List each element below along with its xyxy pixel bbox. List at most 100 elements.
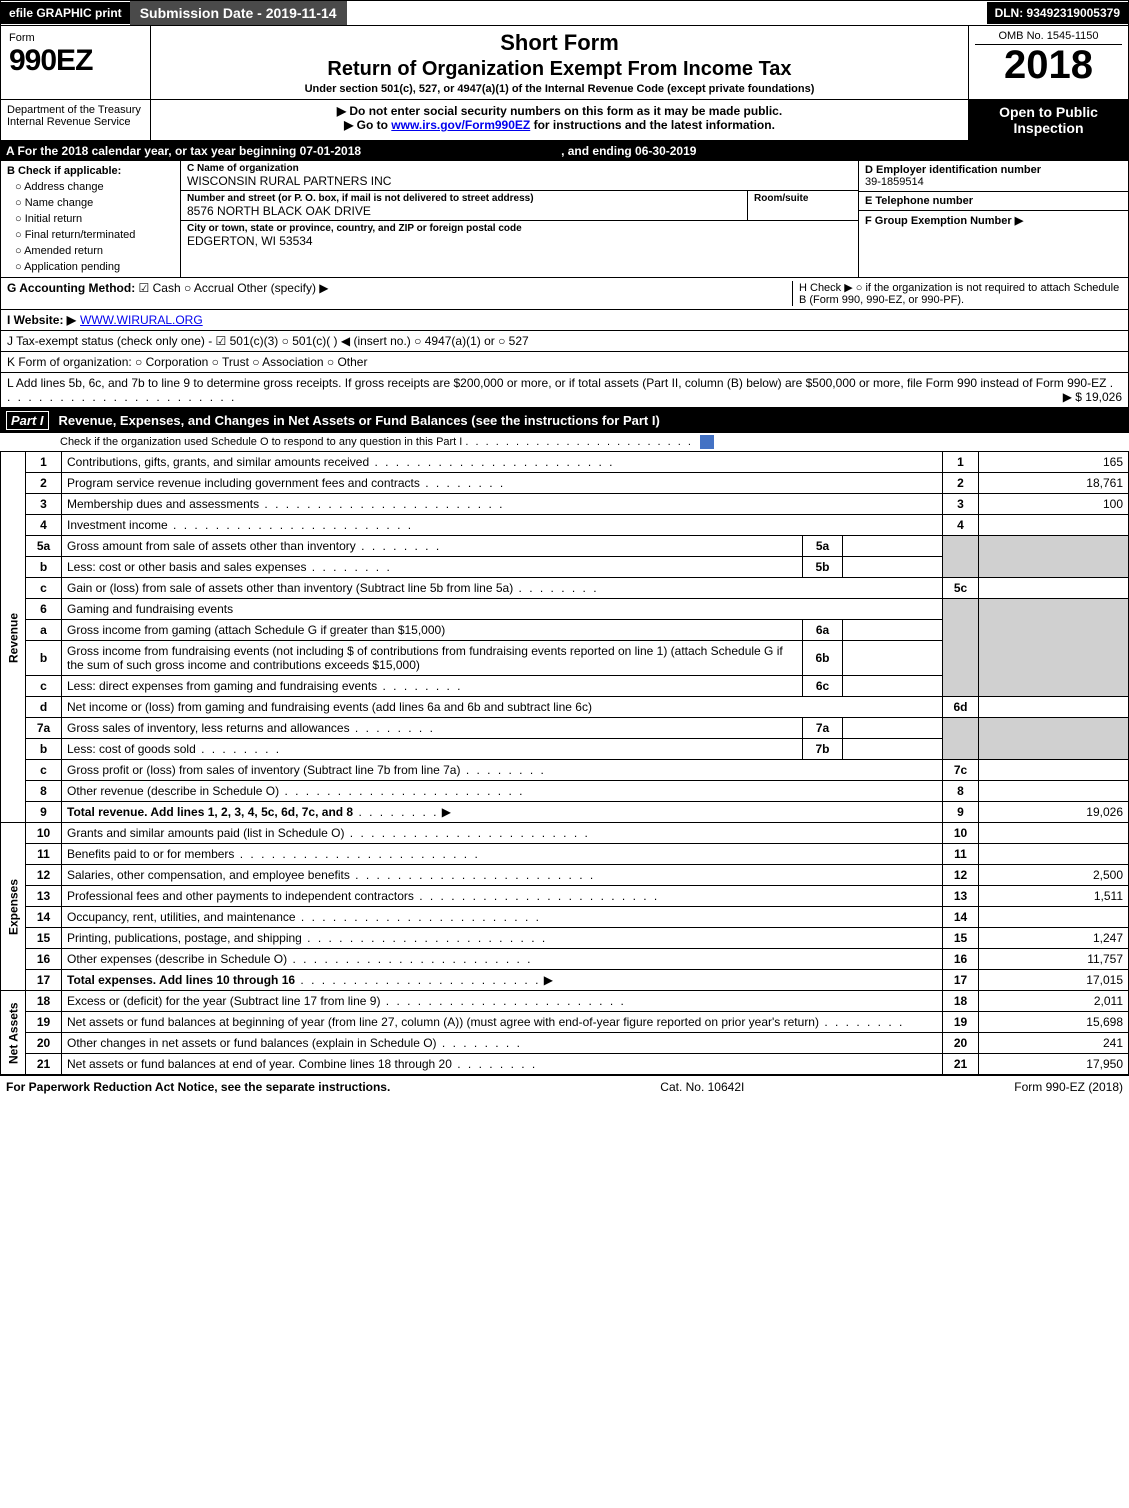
row-g: G Accounting Method: ☑ Cash ○ Accrual Ot… [0,278,1129,310]
goto-line: ▶ Go to www.irs.gov/Form990EZ for instru… [159,118,960,132]
chk-initial-return[interactable]: Initial return [15,213,174,225]
line-8-no: 8 [26,781,62,802]
form-of-organization[interactable]: K Form of organization: ○ Corporation ○ … [7,355,367,369]
line-13-amt: 1,511 [979,886,1129,907]
form-header: Form 990EZ Short Form Return of Organiza… [0,26,1129,100]
line-4-num: 4 [943,515,979,536]
line-5b-midval [843,557,943,578]
line-16-desc: Other expenses (describe in Schedule O) [62,949,943,970]
ein-value: 39-1859514 [865,176,1122,188]
website-label: I Website: ▶ [7,313,76,327]
line-2-amt: 18,761 [979,473,1129,494]
street-label: Number and street (or P. O. box, if mail… [187,193,741,204]
line-3-amt: 100 [979,494,1129,515]
ein-label: D Employer identification number [865,164,1122,176]
dln-label: DLN: 93492319005379 [987,2,1128,24]
netassets-section-label: Net Assets [1,991,26,1075]
line-7a-mid: 7a [803,718,843,739]
chk-application-pending[interactable]: Application pending [15,261,174,273]
line-3-desc: Membership dues and assessments [62,494,943,515]
line-5a-mid: 5a [803,536,843,557]
line-17-desc: Total expenses. Add lines 10 through 16 … [62,970,943,991]
line-10-desc: Grants and similar amounts paid (list in… [62,823,943,844]
chk-final-return[interactable]: Final return/terminated [15,229,174,241]
line-1-num: 1 [943,452,979,473]
chk-name-change[interactable]: Name change [15,197,174,209]
grey-5 [943,536,979,578]
line-15-desc: Printing, publications, postage, and shi… [62,928,943,949]
form-label: Form [9,32,142,44]
row-k: K Form of organization: ○ Corporation ○ … [0,352,1129,373]
efile-label[interactable]: efile GRAPHIC print [1,2,130,24]
line-20-no: 20 [26,1033,62,1054]
line-7c-no: c [26,760,62,781]
row-l: L Add lines 5b, 6c, and 7b to line 9 to … [0,373,1129,408]
chk-address-change[interactable]: Address change [15,181,174,193]
line-1-desc: Contributions, gifts, grants, and simila… [62,452,943,473]
goto-pre: ▶ Go to [344,118,391,132]
line-2-desc: Program service revenue including govern… [62,473,943,494]
footer-right: Form 990-EZ (2018) [1014,1080,1123,1094]
h-box[interactable]: H Check ▶ ○ if the organization is not r… [792,281,1122,306]
open-public-box: Open to Public Inspection [968,100,1128,140]
grey-7 [943,718,979,760]
line-20-desc: Other changes in net assets or fund bala… [62,1033,943,1054]
line-5b-mid: 5b [803,557,843,578]
line-6d-desc: Net income or (loss) from gaming and fun… [62,697,943,718]
grey-5-amt [979,536,1129,578]
line-10-num: 10 [943,823,979,844]
schedule-o-check-icon[interactable] [700,435,714,449]
part1-label: Part I [6,411,49,430]
row-i: I Website: ▶ WWW.WIRURAL.ORG [0,310,1129,331]
line-7b-desc: Less: cost of goods sold [62,739,803,760]
section-b-label: B Check if applicable: [7,165,174,177]
line-5c-no: c [26,578,62,599]
chk-amended-return[interactable]: Amended return [15,245,174,257]
line-9-amt: 19,026 [979,802,1129,823]
g-label: G Accounting Method: [7,281,135,295]
line-11-no: 11 [26,844,62,865]
line-6b-midval [843,641,943,676]
period-row: A For the 2018 calendar year, or tax yea… [0,141,1129,161]
line-5a-midval [843,536,943,557]
line-14-desc: Occupancy, rent, utilities, and maintena… [62,907,943,928]
grey-7-amt [979,718,1129,760]
form-title-box: Short Form Return of Organization Exempt… [151,26,968,99]
g-options[interactable]: ☑ Cash ○ Accrual Other (specify) ▶ [139,281,329,295]
line-4-desc: Investment income [62,515,943,536]
line-6b-desc: Gross income from fundraising events (no… [62,641,803,676]
org-name-row: C Name of organization WISCONSIN RURAL P… [181,161,858,191]
line-9-no: 9 [26,802,62,823]
website-link[interactable]: WWW.WIRURAL.ORG [80,313,203,327]
line-20-num: 20 [943,1033,979,1054]
line-21-amt: 17,950 [979,1054,1129,1075]
ein-cell: D Employer identification number 39-1859… [859,161,1128,192]
part1-title: Revenue, Expenses, and Changes in Net As… [59,413,660,428]
line-10-no: 10 [26,823,62,844]
line-3-num: 3 [943,494,979,515]
line-5b-desc: Less: cost or other basis and sales expe… [62,557,803,578]
line-7c-amt [979,760,1129,781]
line-13-desc: Professional fees and other payments to … [62,886,943,907]
line-1-amt: 165 [979,452,1129,473]
line-6d-amt [979,697,1129,718]
line-11-amt [979,844,1129,865]
org-name: WISCONSIN RURAL PARTNERS INC [187,174,852,188]
footer: For Paperwork Reduction Act Notice, see … [0,1075,1129,1098]
line-14-num: 14 [943,907,979,928]
line-20-amt: 241 [979,1033,1129,1054]
line-4-amt [979,515,1129,536]
line-6c-midval [843,676,943,697]
line-19-no: 19 [26,1012,62,1033]
dept-row: Department of the Treasury Internal Reve… [0,100,1129,141]
line-3-no: 3 [26,494,62,515]
tax-exempt-status[interactable]: J Tax-exempt status (check only one) - ☑… [7,334,529,348]
phone-cell: E Telephone number [859,192,1128,211]
line-6c-mid: 6c [803,676,843,697]
line-6-no: 6 [26,599,62,620]
line-11-desc: Benefits paid to or for members [62,844,943,865]
omb-year-box: OMB No. 1545-1150 2018 [968,26,1128,99]
dept-label: Department of the Treasury Internal Reve… [1,100,151,140]
info-grid: B Check if applicable: Address change Na… [0,161,1129,278]
irs-link[interactable]: www.irs.gov/Form990EZ [391,118,530,132]
